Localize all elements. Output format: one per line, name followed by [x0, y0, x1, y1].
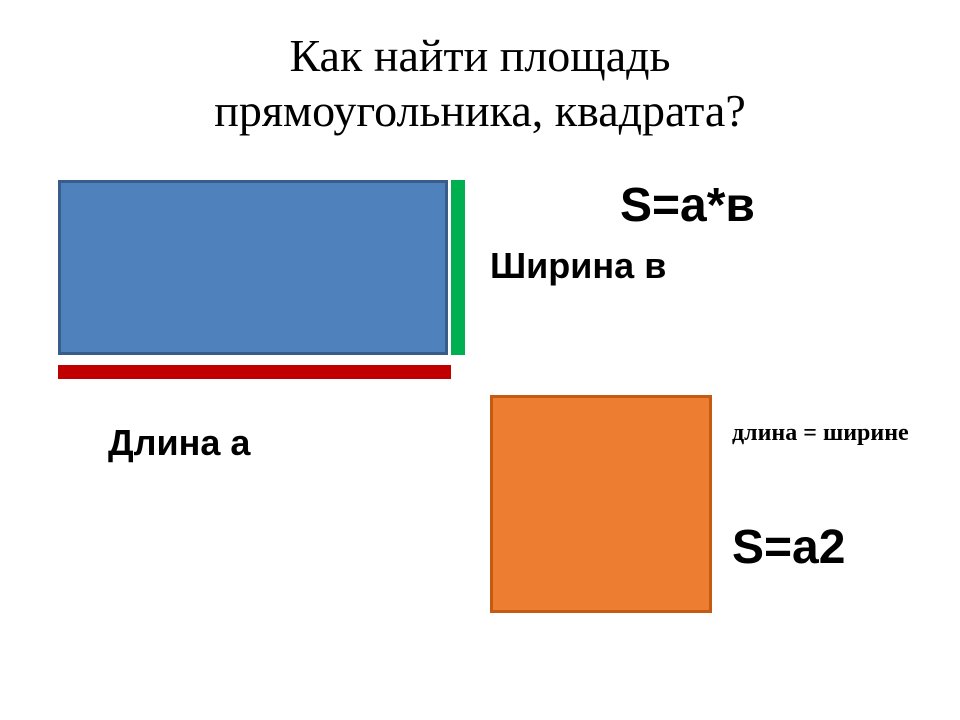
square-area-formula: S=а2: [732, 520, 845, 575]
width-marker: [451, 180, 465, 355]
title-line-1: Как найти площадь: [0, 28, 960, 83]
rectangle-area-formula: S=а*в: [620, 178, 755, 233]
square-shape: [490, 395, 712, 613]
length-label: Длина а: [108, 422, 250, 464]
title-line-2: прямоугольника, квадрата?: [0, 83, 960, 138]
length-equals-width-label: длина = ширине: [732, 420, 909, 447]
rectangle-shape: [58, 180, 448, 355]
width-label: Ширина в: [490, 245, 666, 287]
length-marker: [58, 365, 451, 379]
slide-title: Как найти площадь прямоугольника, квадра…: [0, 28, 960, 138]
